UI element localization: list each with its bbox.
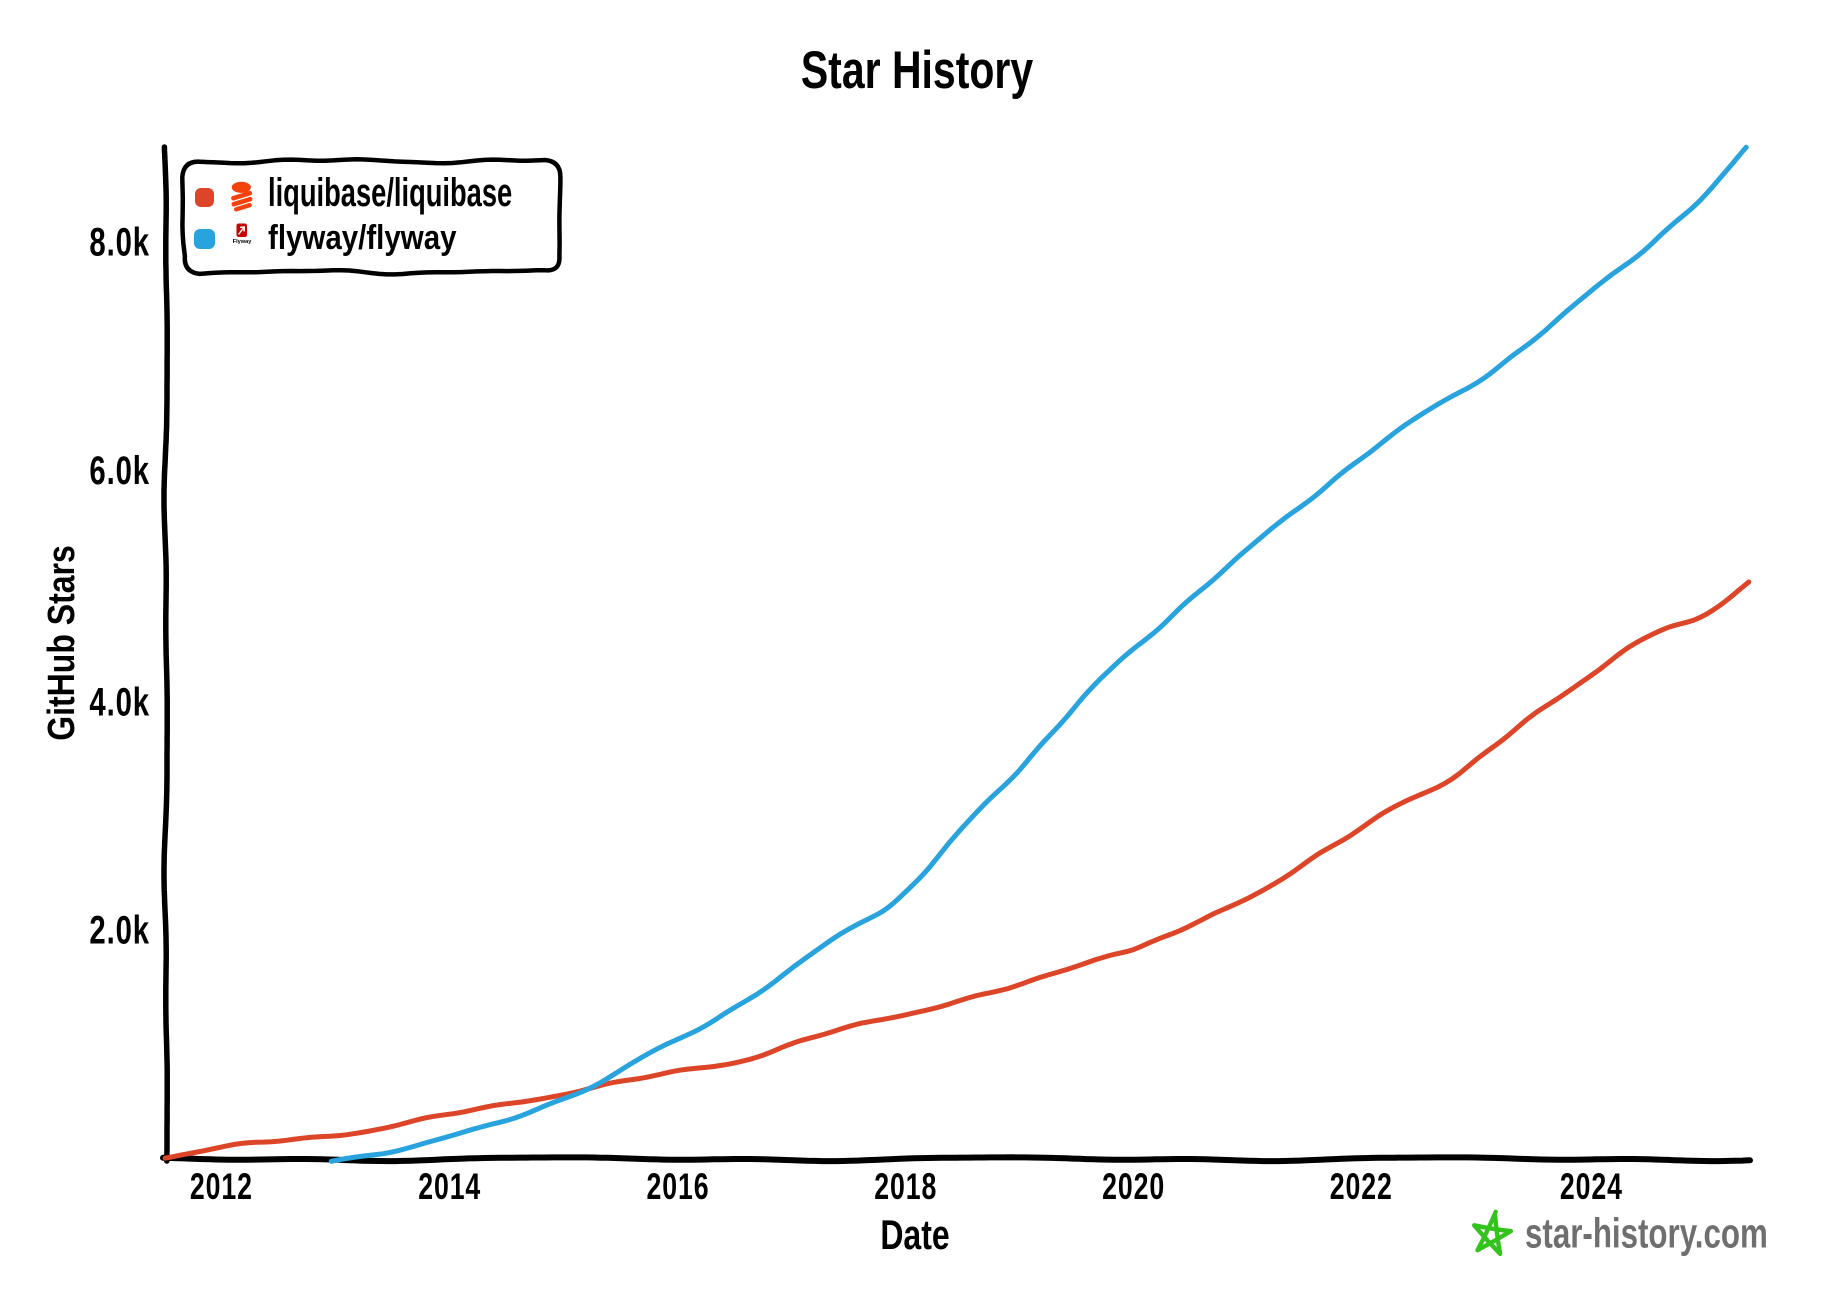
svg-text:flyway/flyway: flyway/flyway bbox=[268, 218, 457, 257]
svg-text:2016: 2016 bbox=[647, 1166, 710, 1207]
svg-text:2022: 2022 bbox=[1330, 1166, 1393, 1207]
svg-text:8.0k: 8.0k bbox=[89, 220, 150, 264]
svg-text:2020: 2020 bbox=[1102, 1166, 1165, 1207]
svg-text:6.0k: 6.0k bbox=[89, 449, 150, 493]
svg-text:4.0k: 4.0k bbox=[89, 680, 150, 724]
svg-text:2014: 2014 bbox=[418, 1166, 481, 1207]
svg-text:Flyway: Flyway bbox=[233, 239, 253, 245]
svg-text:2024: 2024 bbox=[1560, 1166, 1623, 1207]
svg-text:2018: 2018 bbox=[874, 1166, 937, 1207]
svg-text:Date: Date bbox=[880, 1211, 949, 1258]
svg-text:2012: 2012 bbox=[190, 1166, 253, 1207]
svg-text:Star History: Star History bbox=[801, 41, 1034, 100]
svg-text:GitHub Stars: GitHub Stars bbox=[40, 545, 82, 740]
svg-text:liquibase/liquibase: liquibase/liquibase bbox=[268, 171, 512, 215]
svg-text:star-history.com: star-history.com bbox=[1525, 1210, 1768, 1256]
svg-text:2.0k: 2.0k bbox=[89, 908, 150, 952]
